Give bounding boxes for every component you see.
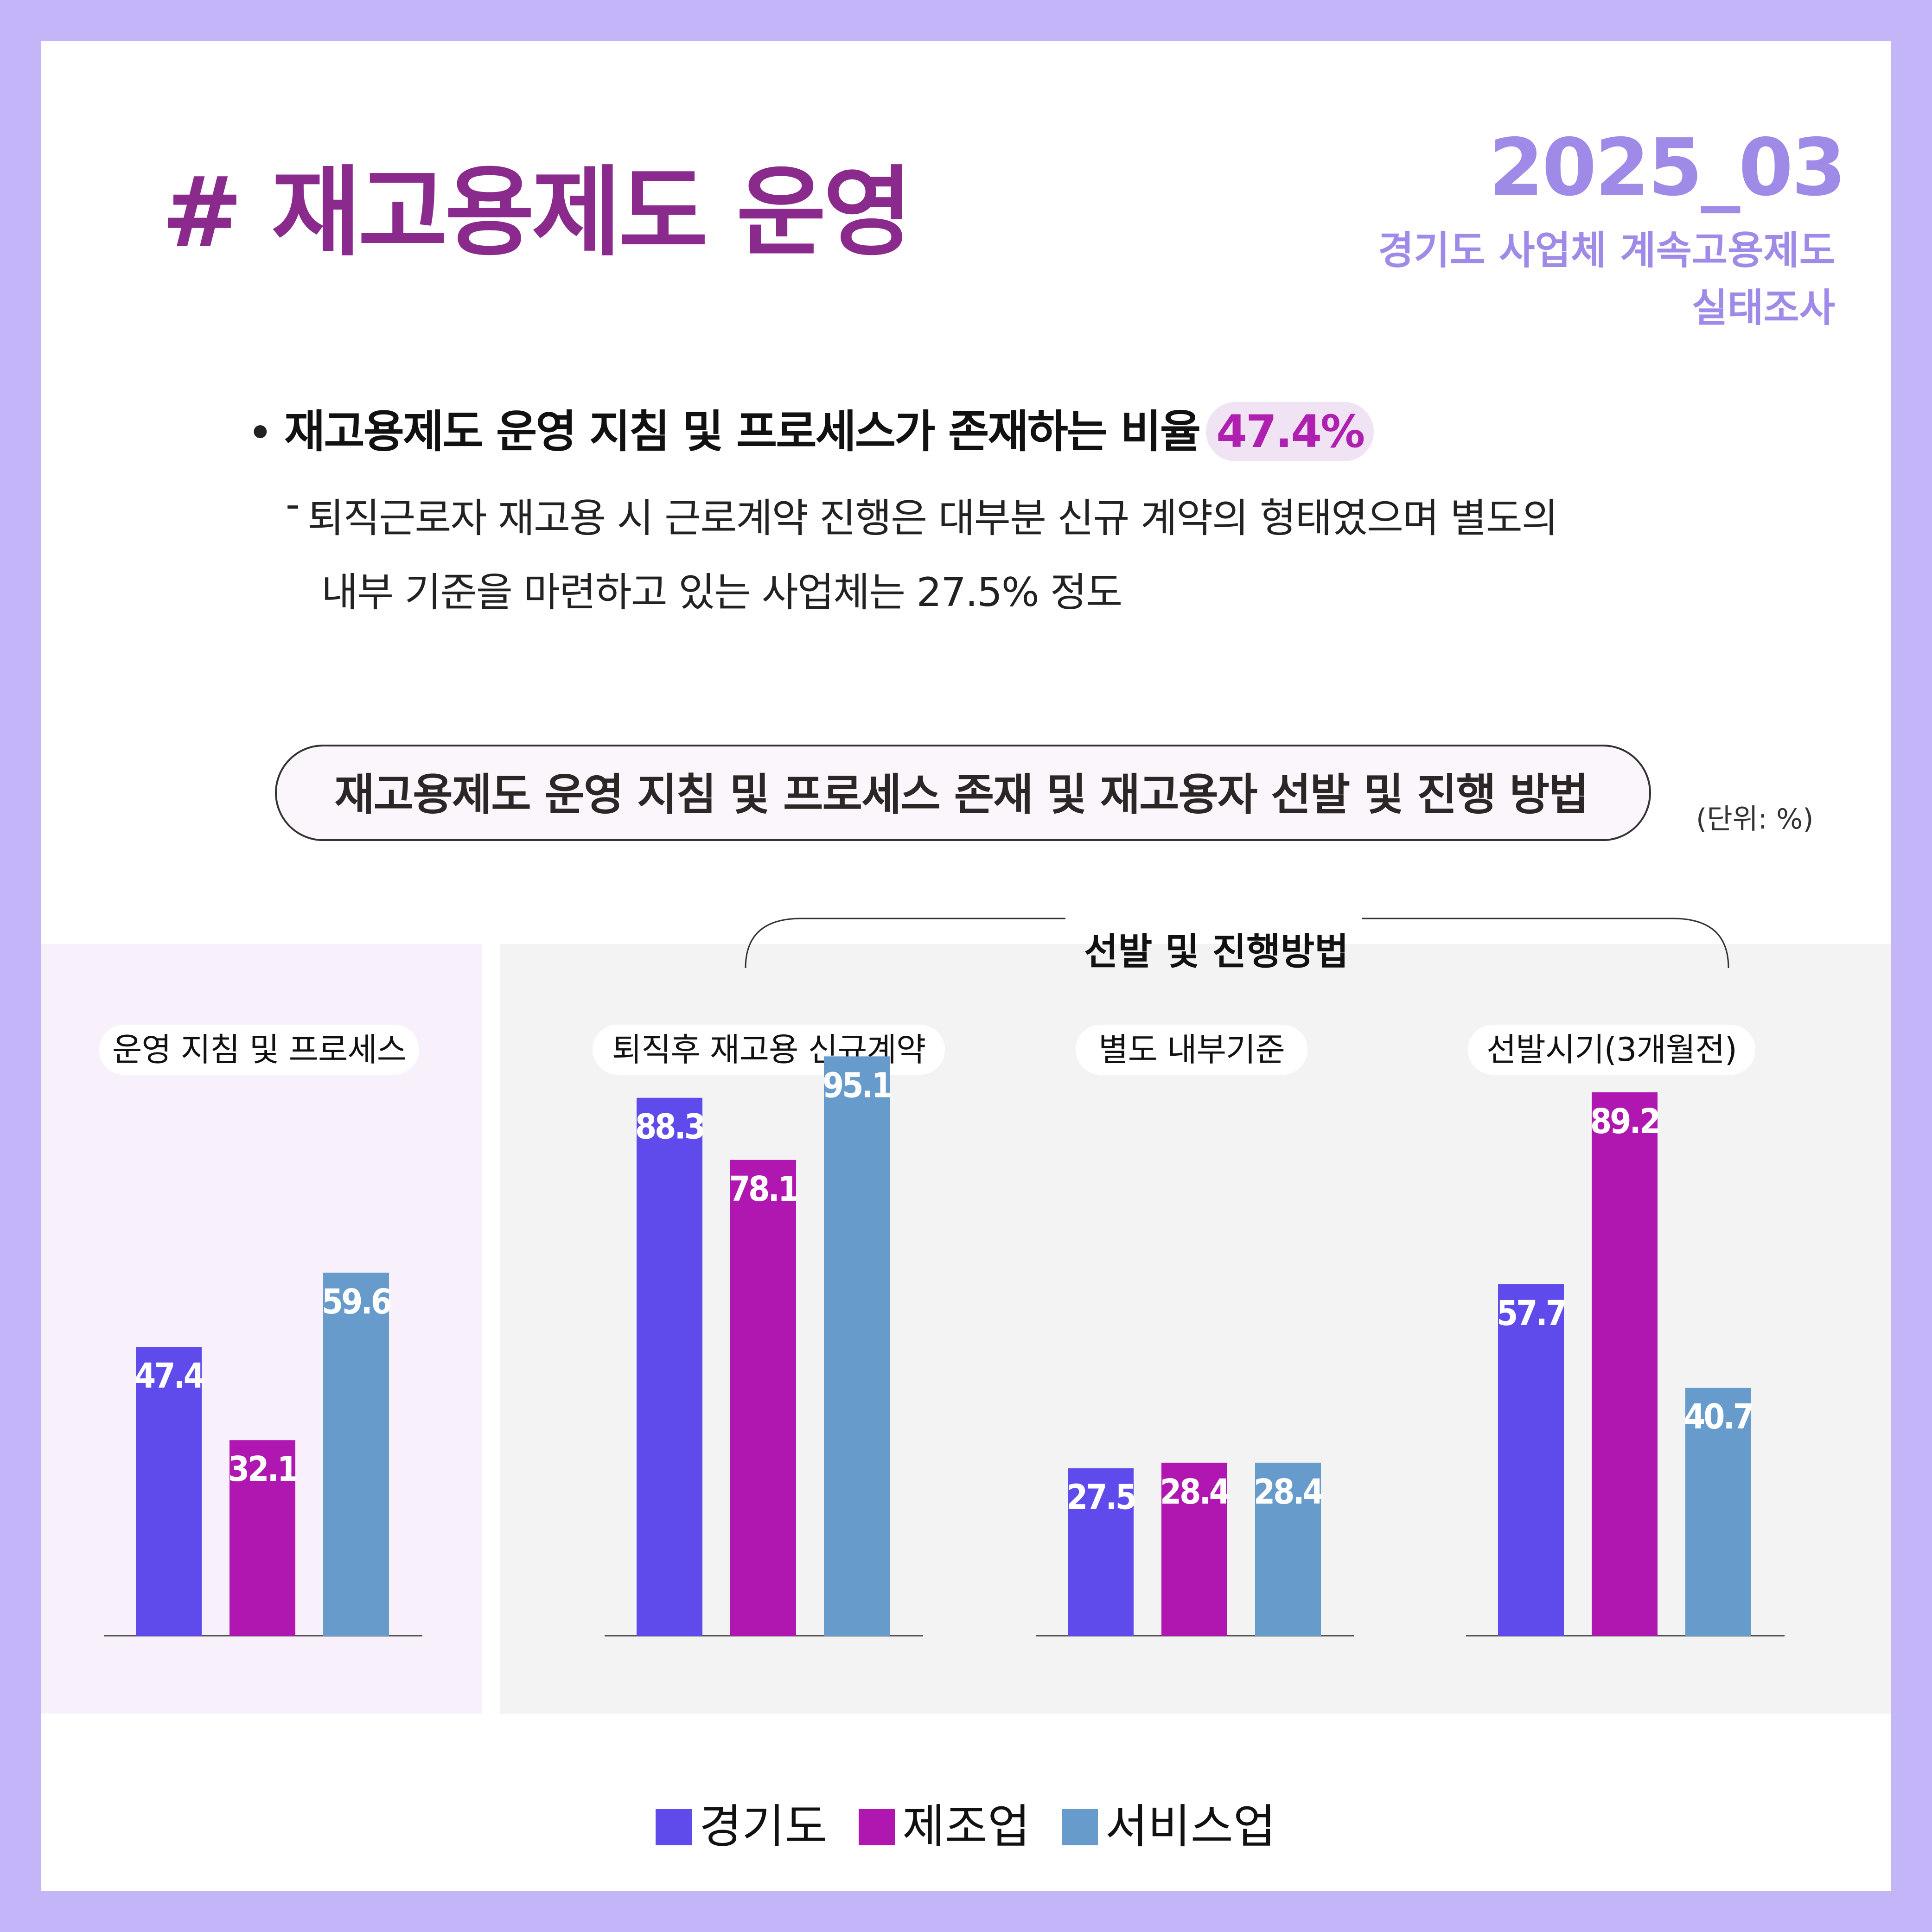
summary-headline: 재고용제도 운영 지침 및 프로세스가 존재하는 비율 47.4%: [284, 395, 1374, 461]
bar-g3-s2: [1685, 1388, 1751, 1636]
legend-label-gyeonggi: 경기도: [699, 1799, 828, 1854]
bar-g2-s1: [1161, 1462, 1227, 1636]
span-bracket-left: [745, 918, 1065, 969]
span-label: 선발 및 진행방법: [1084, 930, 1349, 973]
bar-g1-s1: [730, 1160, 796, 1636]
data-label-g3-s0: 57.7: [1497, 1294, 1565, 1333]
data-label-g0-s0: 47.4: [134, 1356, 204, 1396]
data-label-g0-s1: 32.1: [228, 1449, 297, 1489]
data-label-g1-s1: 78.1: [729, 1169, 797, 1209]
bar-g0-s0: [136, 1347, 202, 1636]
bar-g3-s1: [1592, 1092, 1658, 1636]
page-title: # 재고용제도 운영: [161, 156, 913, 269]
data-label-g2-s1: 28.4: [1160, 1472, 1230, 1512]
survey-name-line2: 실태조사: [1691, 285, 1835, 331]
chart-title-box: [275, 745, 1651, 841]
data-label-g1-s0: 88.3: [635, 1107, 704, 1147]
legend-item-service: 서비스업: [1061, 1789, 1276, 1856]
bar-g0-s2: [323, 1272, 389, 1636]
span-bracket-right: [1362, 918, 1729, 969]
summary-headline-text: 재고용제도 운영 지침 및 프로세스가 존재하는 비율: [284, 406, 1201, 458]
group-label-operation: 운영 지침 및 프로세스: [99, 1025, 419, 1075]
summary-description-line2: 내부 기준을 마련하고 있는 사업체는 27.5% 정도: [321, 569, 1122, 616]
summary-description-line1: 퇴직근로자 재고용 시 근로계약 진행은 대부분 신규 계약의 형태였으며 별도…: [307, 495, 1558, 542]
bar-chart: 47.4 32.1 59.6 88.3 78.1 95.1 27.5 28.4 28.4 57.7…: [104, 918, 1785, 1637]
data-label-g3-s2: 40.7: [1684, 1397, 1753, 1437]
data-label-g2-s0: 27.5: [1066, 1478, 1135, 1518]
bar-g1-s0: [637, 1097, 702, 1636]
legend-swatch-service: [1061, 1809, 1098, 1845]
legend-item-gyeonggi: 경기도: [656, 1789, 827, 1856]
report-date: 2025_03: [1489, 122, 1846, 214]
data-label-g0-s2: 59.6: [322, 1282, 391, 1322]
data-label-g1-s2: 95.1: [823, 1065, 891, 1105]
bar-g2-s2: [1255, 1462, 1321, 1636]
bar-g1-s2: [824, 1056, 890, 1636]
legend: 경기도 제조업 서비스업: [41, 1789, 1891, 1856]
bar-g0-s1: [230, 1440, 295, 1636]
unit-label: (단위: %): [1696, 803, 1814, 835]
summary-highlight-value: 47.4%: [1206, 402, 1374, 461]
bullet-icon: •: [247, 407, 274, 459]
legend-swatch-manufacturing: [859, 1809, 895, 1845]
infographic-card: # 재고용제도 운영 2025_03 경기도 사업체 계속고용제도 실태조사 •…: [41, 41, 1891, 1891]
legend-swatch-gyeonggi: [656, 1809, 692, 1845]
data-label-g3-s1: 89.2: [1590, 1102, 1659, 1141]
chart-title: 재고용제도 운영 지침 및 프로세스 존재 및 재고용자 선발 및 진행 방법: [334, 770, 1588, 820]
dash-icon: -: [286, 481, 300, 528]
legend-label-manufacturing: 제조업: [902, 1799, 1030, 1854]
survey-name: 경기도 사업체 계속고용제도 실태조사: [1279, 222, 1835, 337]
survey-name-line1: 경기도 사업체 계속고용제도: [1378, 228, 1835, 273]
group-label-internal-criteria: 별도 내부기준: [1076, 1025, 1307, 1075]
bar-g2-s0: [1068, 1468, 1134, 1636]
legend-label-service: 서비스업: [1105, 1799, 1276, 1854]
bar-g3-s0: [1498, 1284, 1564, 1636]
summary-description: 퇴직근로자 재고용 시 근로계약 진행은 대부분 신규 계약의 형태였으며 별도…: [289, 481, 1657, 630]
data-label-g2-s2: 28.4: [1254, 1472, 1323, 1512]
legend-item-manufacturing: 제조업: [859, 1789, 1030, 1856]
group-label-selection-timing: 선발시기(3개월전): [1468, 1025, 1755, 1075]
